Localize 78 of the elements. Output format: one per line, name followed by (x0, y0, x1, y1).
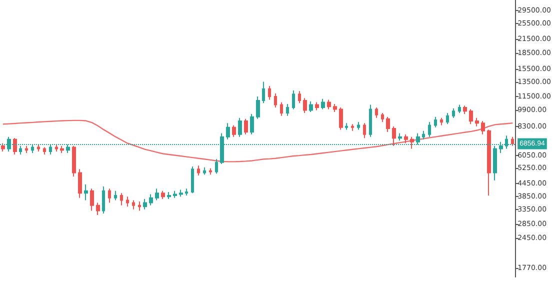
candlestick (386, 116, 390, 133)
candlestick (321, 98, 325, 110)
candlestick (179, 189, 183, 198)
candlestick (262, 81, 265, 104)
candlestick (327, 99, 331, 110)
candlestick (286, 103, 289, 116)
candlestick (55, 144, 58, 152)
candlestick (232, 124, 236, 138)
candlestick (481, 120, 485, 135)
candlestick (250, 113, 254, 135)
candlestick (292, 90, 295, 110)
candlestick (108, 188, 111, 204)
candlestick (422, 130, 425, 140)
candlestick (226, 122, 230, 140)
candlestick (303, 98, 307, 114)
candlestick (238, 117, 242, 138)
candlestick (126, 196, 129, 208)
candlestick (452, 108, 455, 118)
candlestick (345, 122, 348, 130)
candlestick (244, 118, 248, 135)
candlestick (114, 190, 117, 201)
candlestick (458, 104, 461, 114)
candlestick (428, 122, 431, 138)
candlestick (78, 168, 82, 198)
candlestick (102, 186, 105, 214)
candlestick (138, 201, 141, 212)
candlestick (191, 166, 194, 194)
candlestick (215, 158, 218, 174)
candlestick (197, 165, 200, 176)
candlestick (339, 106, 343, 130)
candlestick (185, 188, 188, 196)
candlestick (167, 192, 171, 200)
candlestick (487, 129, 491, 196)
candlestick (398, 132, 402, 142)
candlestick (203, 166, 206, 176)
candlestick (120, 192, 123, 206)
candlestick (363, 122, 366, 139)
candlestick (155, 188, 159, 201)
candlestick (72, 145, 76, 177)
candlestick (475, 117, 479, 127)
candlestick (90, 188, 94, 212)
candlestick (410, 136, 414, 150)
candlestick (309, 100, 313, 113)
candlestick (96, 202, 100, 216)
candlestick (43, 146, 46, 156)
candlestick (404, 134, 408, 144)
candlestick (440, 117, 443, 126)
line-series (2, 120, 514, 162)
candlestick (149, 194, 153, 206)
candlestick (298, 90, 301, 104)
candlestick (369, 104, 372, 138)
candlestick (381, 112, 384, 123)
candlestick (351, 124, 354, 132)
candlestick (446, 112, 449, 125)
candlestick (132, 200, 135, 210)
candlestick (434, 116, 437, 128)
candlestick (375, 106, 378, 118)
candlestick (173, 190, 177, 198)
candlestick (392, 126, 396, 146)
candlestick (13, 138, 17, 156)
candlestick (315, 102, 319, 111)
candlestick (333, 103, 337, 113)
candlestick (37, 144, 40, 152)
candlestick (25, 145, 28, 154)
candlestick (60, 145, 64, 154)
candlestick (463, 105, 467, 114)
candlestick (274, 92, 277, 108)
candlestick (511, 136, 514, 146)
candlestick (1, 142, 5, 152)
candlestick (268, 85, 271, 100)
candlestick (280, 102, 283, 116)
candlestick (143, 198, 147, 210)
candlestick (209, 168, 212, 176)
candlestick (469, 108, 473, 125)
candlestick (84, 184, 88, 201)
candlestick (357, 122, 360, 130)
candlestick (161, 190, 165, 200)
candlestick (256, 96, 260, 120)
